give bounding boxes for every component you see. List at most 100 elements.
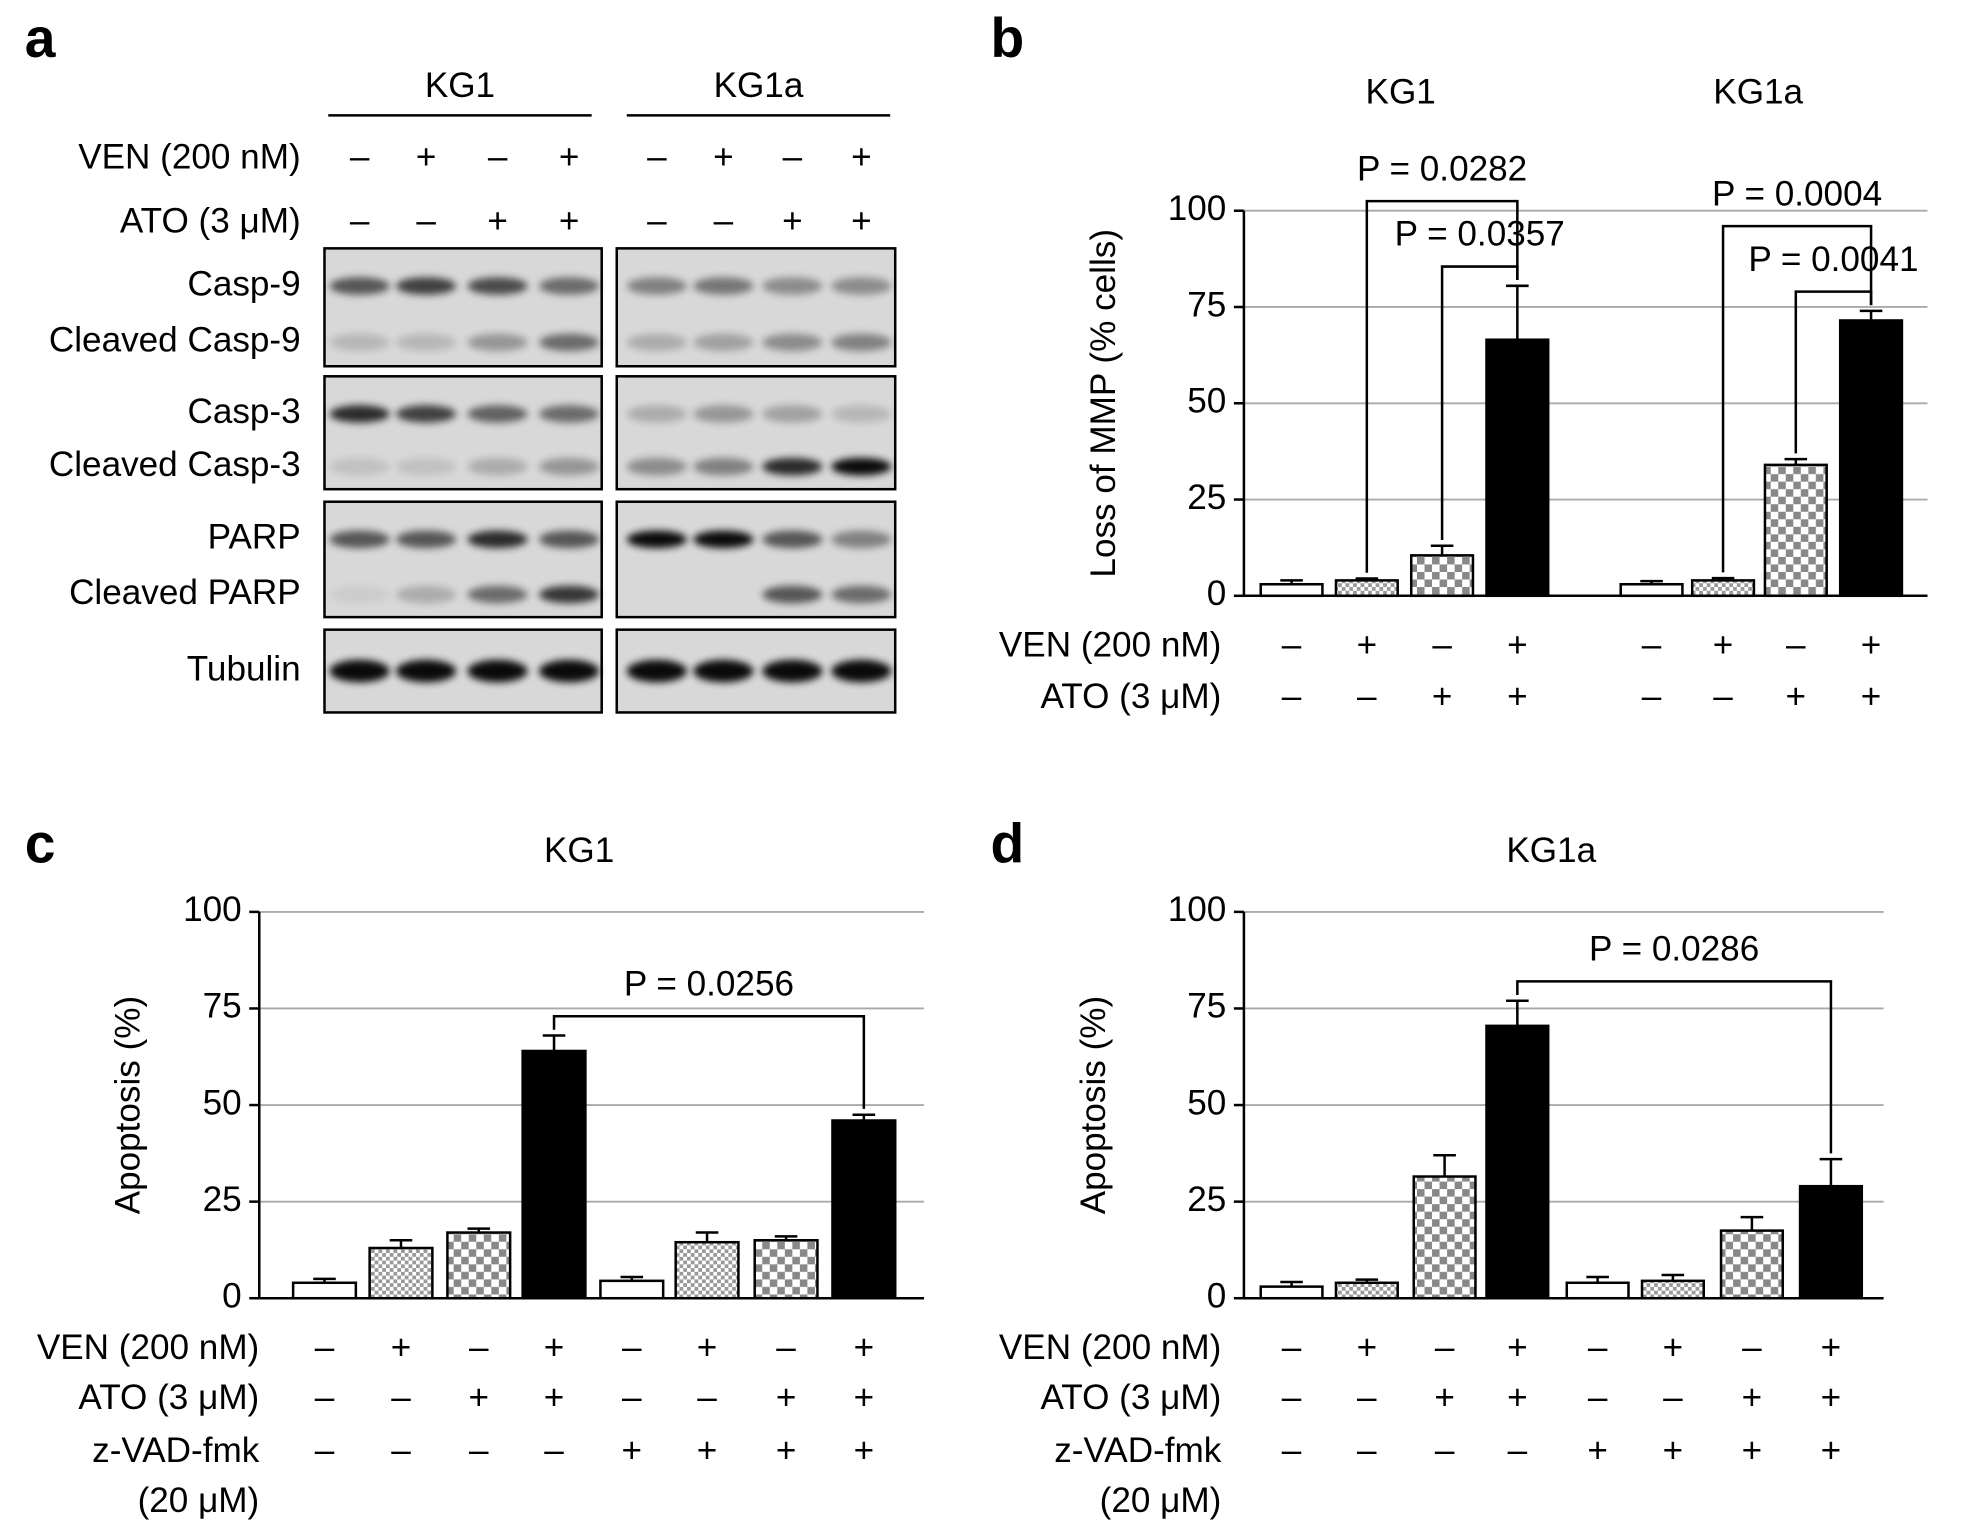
condition-sign: – bbox=[647, 202, 667, 241]
band bbox=[693, 530, 754, 549]
row-label: VEN (200 nM) bbox=[78, 138, 300, 177]
condition-sign: – bbox=[1713, 677, 1733, 716]
condition-sign: + bbox=[854, 1378, 875, 1417]
band bbox=[831, 530, 892, 549]
band bbox=[329, 530, 390, 549]
error-bar bbox=[1711, 576, 1735, 581]
condition-sign: + bbox=[622, 1431, 643, 1470]
condition-sign: + bbox=[1663, 1431, 1684, 1470]
error-bar bbox=[1784, 457, 1808, 465]
condition-sign: – bbox=[783, 138, 803, 177]
p-value: P = 0.0041 bbox=[1748, 240, 1918, 279]
condition-sign: – bbox=[391, 1431, 411, 1470]
row-label: z-VAD-fmk bbox=[1054, 1431, 1222, 1470]
significance-bracket bbox=[1794, 290, 1873, 454]
condition-sign: + bbox=[544, 1328, 565, 1367]
condition-sign: – bbox=[1282, 1328, 1302, 1367]
condition-sign: + bbox=[1663, 1328, 1684, 1367]
bar bbox=[1334, 1281, 1399, 1300]
error-bar bbox=[852, 1113, 876, 1121]
band bbox=[626, 457, 687, 476]
condition-sign: + bbox=[1357, 1328, 1378, 1367]
y-tick-label: 50 bbox=[1187, 1083, 1226, 1122]
y-tick-label: 50 bbox=[203, 1083, 242, 1122]
condition-sign: + bbox=[776, 1378, 797, 1417]
condition-sign: – bbox=[1282, 1431, 1302, 1470]
y-axis-label: Loss of MMP (% cells) bbox=[1084, 229, 1123, 578]
condition-sign: – bbox=[1357, 1431, 1377, 1470]
band bbox=[329, 659, 390, 683]
condition-sign: + bbox=[559, 138, 580, 177]
panel-label: d bbox=[991, 812, 1025, 874]
chart-title: KG1a bbox=[1506, 831, 1596, 870]
significance-bracket bbox=[552, 1014, 866, 1109]
condition-sign: + bbox=[1507, 626, 1528, 665]
condition-sign: – bbox=[622, 1328, 642, 1367]
y-tick-label: 100 bbox=[1168, 890, 1227, 929]
band bbox=[693, 659, 754, 683]
error-bar bbox=[1819, 1157, 1843, 1187]
band bbox=[329, 405, 390, 423]
error-bar bbox=[1355, 577, 1379, 581]
row-label: (20 μM) bbox=[138, 1481, 260, 1520]
band bbox=[762, 457, 823, 476]
group-label: KG1 bbox=[425, 66, 495, 105]
error-bar bbox=[1433, 1154, 1456, 1177]
condition-sign: + bbox=[1742, 1378, 1763, 1417]
error-bar bbox=[1640, 579, 1663, 585]
condition-sign: – bbox=[315, 1431, 335, 1470]
condition-sign: – bbox=[1588, 1378, 1608, 1417]
bar bbox=[674, 1240, 740, 1300]
band-label: Cleaved Casp-3 bbox=[49, 445, 301, 484]
condition-sign: – bbox=[315, 1328, 335, 1367]
bar bbox=[1640, 1279, 1705, 1300]
band bbox=[693, 277, 754, 295]
band bbox=[395, 659, 457, 683]
condition-sign: – bbox=[416, 202, 436, 241]
condition-sign: – bbox=[697, 1378, 717, 1417]
condition-sign: + bbox=[1786, 677, 1807, 716]
condition-sign: + bbox=[1357, 626, 1378, 665]
condition-sign: + bbox=[1713, 626, 1734, 665]
error-bar bbox=[1280, 579, 1303, 585]
error-bar bbox=[1586, 1275, 1609, 1283]
y-tick-label: 75 bbox=[1187, 285, 1226, 324]
band bbox=[395, 530, 457, 549]
error-bar bbox=[695, 1231, 719, 1243]
bar bbox=[599, 1279, 665, 1300]
condition-sign: + bbox=[1821, 1431, 1842, 1470]
band bbox=[395, 405, 457, 423]
condition-sign: – bbox=[1435, 1431, 1455, 1470]
bar bbox=[1259, 1285, 1324, 1300]
band bbox=[626, 530, 687, 549]
band-label: Cleaved Casp-9 bbox=[49, 321, 301, 360]
bar bbox=[1485, 338, 1550, 598]
condition-sign: + bbox=[1861, 626, 1882, 665]
band bbox=[395, 277, 457, 295]
condition-sign: – bbox=[1282, 677, 1302, 716]
error-bar bbox=[313, 1277, 336, 1283]
condition-sign: – bbox=[469, 1328, 489, 1367]
band bbox=[626, 277, 687, 295]
condition-sign: + bbox=[854, 1431, 875, 1470]
row-label: z-VAD-fmk bbox=[92, 1431, 260, 1470]
band bbox=[831, 585, 892, 604]
bar bbox=[446, 1231, 512, 1300]
condition-sign: – bbox=[1642, 626, 1662, 665]
band bbox=[538, 333, 600, 352]
bar bbox=[521, 1049, 587, 1300]
row-label: VEN (200 nM) bbox=[999, 1328, 1221, 1367]
band bbox=[467, 530, 528, 549]
row-label: VEN (200 nM) bbox=[999, 626, 1221, 665]
band bbox=[538, 659, 600, 683]
error-bar bbox=[542, 1034, 566, 1051]
condition-sign: – bbox=[714, 202, 734, 241]
bar bbox=[1798, 1184, 1864, 1300]
band bbox=[395, 457, 457, 476]
band bbox=[693, 405, 754, 423]
y-tick-label: 25 bbox=[1187, 478, 1226, 517]
bar bbox=[291, 1281, 358, 1300]
y-tick-label: 25 bbox=[1187, 1180, 1226, 1219]
condition-sign: – bbox=[1282, 626, 1302, 665]
